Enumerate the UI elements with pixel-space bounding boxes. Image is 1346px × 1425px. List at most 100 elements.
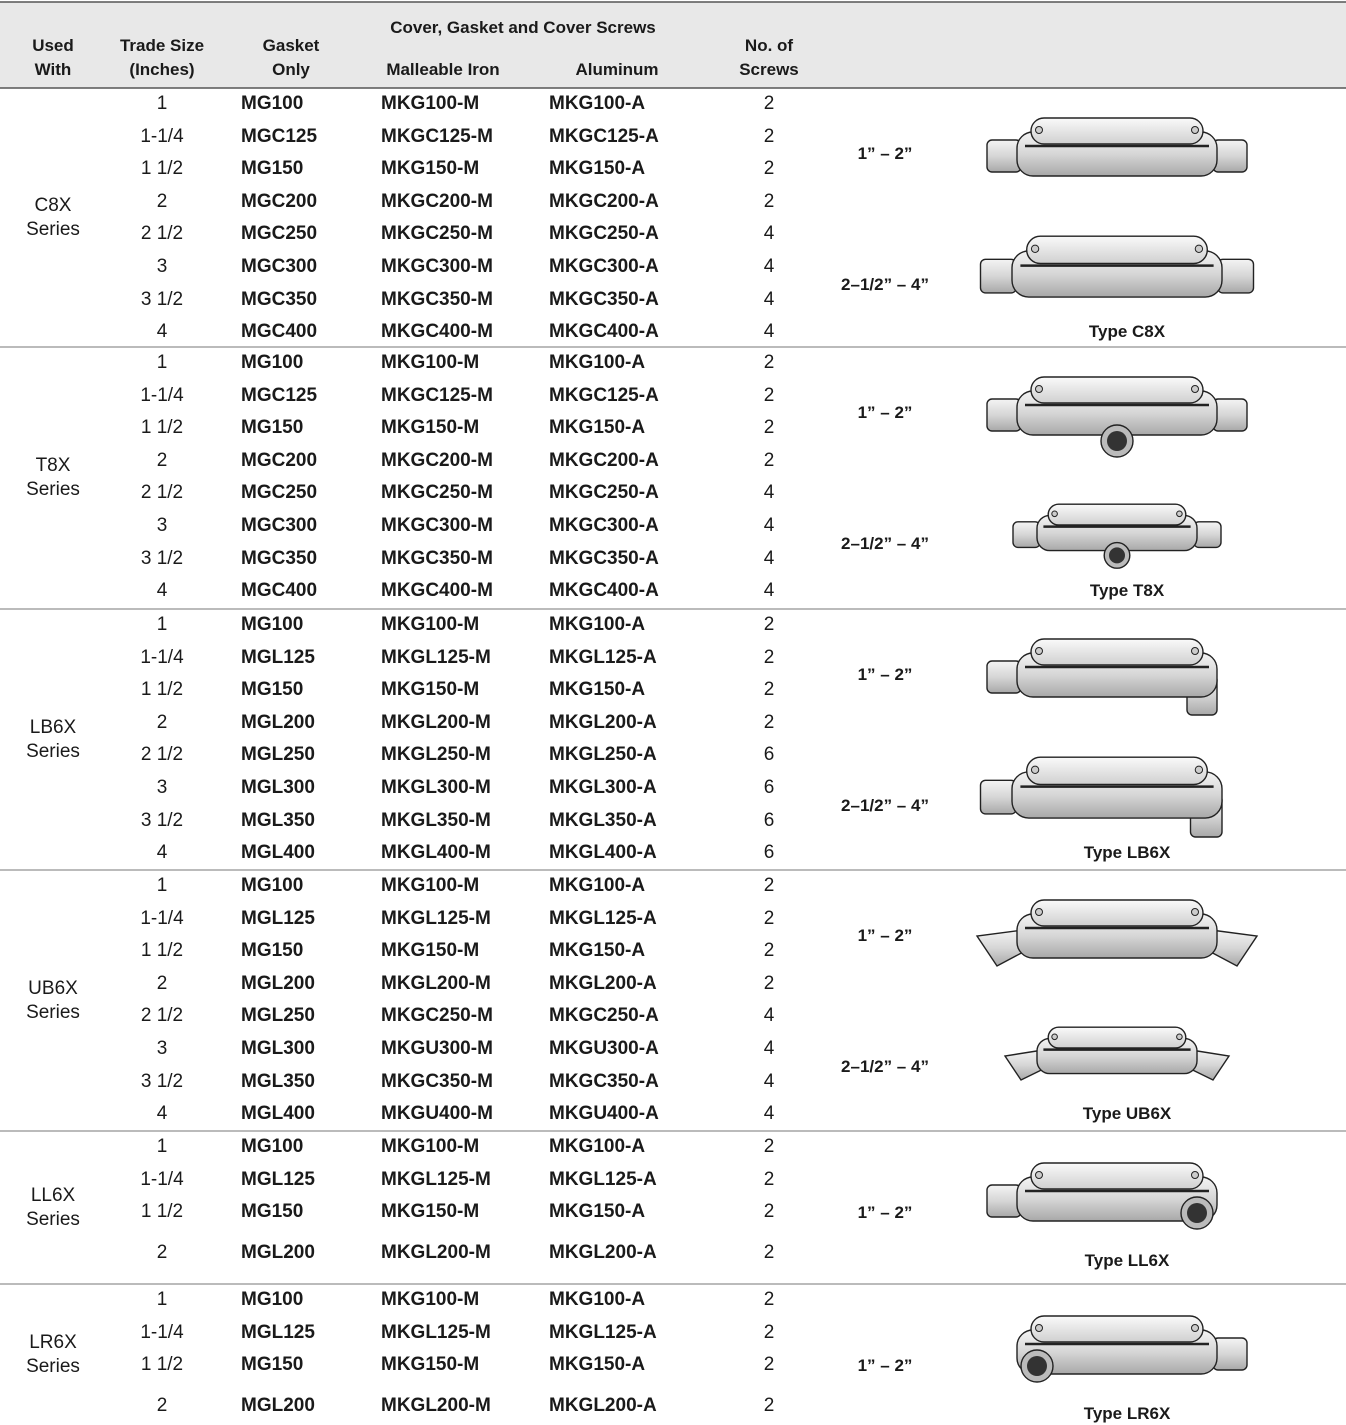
screw-count: 6 bbox=[763, 809, 775, 831]
aluminum-code: MKG100-A bbox=[549, 1136, 646, 1157]
trade-size: 1 bbox=[156, 352, 168, 373]
aluminum-code: MKGC400-A bbox=[549, 321, 659, 343]
screw-count: 2 bbox=[763, 1201, 775, 1222]
cover bbox=[1025, 235, 1208, 265]
trade-size: 1 1/2 bbox=[140, 158, 184, 180]
screw-count: 4 bbox=[763, 1005, 775, 1027]
screw bbox=[1030, 244, 1040, 253]
malleable-code: MKGC300-M bbox=[381, 256, 493, 277]
aluminum-code: MKGL125-A bbox=[549, 1169, 657, 1190]
screw-count: 4 bbox=[763, 223, 775, 245]
aluminum-code: MKG150-A bbox=[549, 417, 646, 439]
gasket-code: MG100 bbox=[241, 352, 304, 373]
screw-count: 4 bbox=[763, 288, 775, 310]
gasket-code: MGL350 bbox=[241, 809, 315, 831]
size-range: 1” – 2” bbox=[857, 403, 913, 422]
gasket-code: MGC400 bbox=[241, 321, 318, 343]
trade-size: 4 bbox=[156, 321, 168, 343]
malleable-code: MKGL400-M bbox=[381, 842, 491, 864]
hub bbox=[1012, 521, 1041, 549]
malleable-code: MKG150-M bbox=[381, 1201, 480, 1222]
trade-size: 2 bbox=[156, 1242, 168, 1263]
aluminum-code: MKGC125-A bbox=[549, 384, 659, 406]
screw bbox=[1051, 510, 1058, 518]
screw-count: 4 bbox=[763, 580, 775, 602]
size-range: 1” – 2” bbox=[857, 926, 913, 945]
gasket-code: MGL300 bbox=[241, 777, 315, 798]
screw bbox=[1191, 908, 1199, 916]
screw-count: 6 bbox=[763, 744, 775, 766]
gasket-code: MGL125 bbox=[241, 1322, 315, 1343]
aluminum-code: MKG150-A bbox=[549, 158, 646, 180]
aluminum-code: MKG150-A bbox=[549, 940, 646, 962]
malleable-code: MKGL125-M bbox=[381, 907, 491, 929]
gasket-code: MGL125 bbox=[241, 1169, 315, 1190]
screw bbox=[1030, 765, 1040, 774]
hub bbox=[1212, 398, 1248, 432]
malleable-code: MKG150-M bbox=[381, 1354, 480, 1375]
trade-size: 1 1/2 bbox=[140, 1354, 184, 1375]
cover bbox=[1030, 899, 1204, 927]
malleable-code: MKGC350-M bbox=[381, 547, 493, 569]
malleable-code: MKGC350-M bbox=[381, 1070, 493, 1092]
gasket-code: MGL200 bbox=[241, 972, 315, 994]
screw bbox=[1194, 765, 1204, 774]
aluminum-code: MKGC300-A bbox=[549, 256, 659, 277]
screw-count: 2 bbox=[763, 449, 775, 471]
series-label: LR6X Series bbox=[26, 1331, 80, 1377]
malleable-code: MKGC125-M bbox=[381, 384, 493, 406]
header-cell: Gasket Only bbox=[262, 36, 320, 79]
gasket-code: MGC250 bbox=[241, 223, 318, 245]
gasket-code: MGL350 bbox=[241, 1070, 315, 1092]
trade-size: 3 bbox=[156, 777, 168, 798]
type-label: Type C8X bbox=[1088, 322, 1166, 341]
cover bbox=[1025, 756, 1208, 786]
trade-size: 3 bbox=[156, 515, 168, 536]
trade-size: 3 1/2 bbox=[140, 809, 184, 831]
gasket-code: MG100 bbox=[241, 875, 304, 896]
fitting-illustration bbox=[986, 638, 1218, 716]
gasket-code: MG100 bbox=[241, 614, 304, 635]
gasket-code: MGC125 bbox=[241, 125, 318, 147]
gasket-code: MGC350 bbox=[241, 547, 318, 569]
aluminum-code: MKGL200-A bbox=[549, 711, 657, 733]
gasket-code: MG150 bbox=[241, 1201, 304, 1222]
trade-size: 1 1/2 bbox=[140, 1201, 184, 1222]
hub bbox=[986, 398, 1022, 432]
trade-size: 1 1/2 bbox=[140, 679, 184, 701]
aluminum-code: MKG100-A bbox=[549, 352, 646, 373]
hub bbox=[979, 258, 1017, 294]
gasket-code: MG150 bbox=[241, 1354, 304, 1375]
header-cell: Cover, Gasket and Cover Screws bbox=[390, 18, 656, 37]
gasket-code: MGL250 bbox=[241, 1005, 315, 1027]
size-range: 2–1/2” – 4” bbox=[841, 534, 929, 553]
cover bbox=[1030, 638, 1204, 666]
screw-count: 4 bbox=[763, 547, 775, 569]
trade-size: 3 bbox=[156, 1038, 168, 1059]
aluminum-code: MKGC250-A bbox=[549, 223, 659, 245]
gasket-code: MG150 bbox=[241, 417, 304, 439]
port-hole bbox=[1187, 1203, 1207, 1223]
header-cell: Used With bbox=[32, 36, 74, 79]
gasket-code: MG100 bbox=[241, 1136, 304, 1157]
gasket-code: MGL125 bbox=[241, 646, 315, 668]
screw bbox=[1035, 385, 1043, 393]
malleable-code: MKGL200-M bbox=[381, 1395, 491, 1416]
aluminum-code: MKGC250-A bbox=[549, 1005, 659, 1027]
type-label: Type UB6X bbox=[1082, 1104, 1172, 1123]
screw-count: 4 bbox=[763, 1070, 775, 1092]
malleable-code: MKGL200-M bbox=[381, 711, 491, 733]
type-label: Type LR6X bbox=[1083, 1404, 1171, 1423]
screw-count: 4 bbox=[763, 321, 775, 343]
fitting-illustration bbox=[975, 899, 1259, 967]
aluminum-code: MKG100-A bbox=[549, 93, 646, 114]
screw bbox=[1191, 385, 1199, 393]
trade-size: 2 bbox=[156, 190, 168, 212]
gasket-code: MG150 bbox=[241, 158, 304, 180]
aluminum-code: MKGL400-A bbox=[549, 842, 657, 864]
aluminum-code: MKGC300-A bbox=[549, 515, 659, 536]
gasket-code: MGL125 bbox=[241, 907, 315, 929]
series-label: C8X Series bbox=[26, 194, 80, 240]
malleable-code: MKGC350-M bbox=[381, 288, 493, 310]
